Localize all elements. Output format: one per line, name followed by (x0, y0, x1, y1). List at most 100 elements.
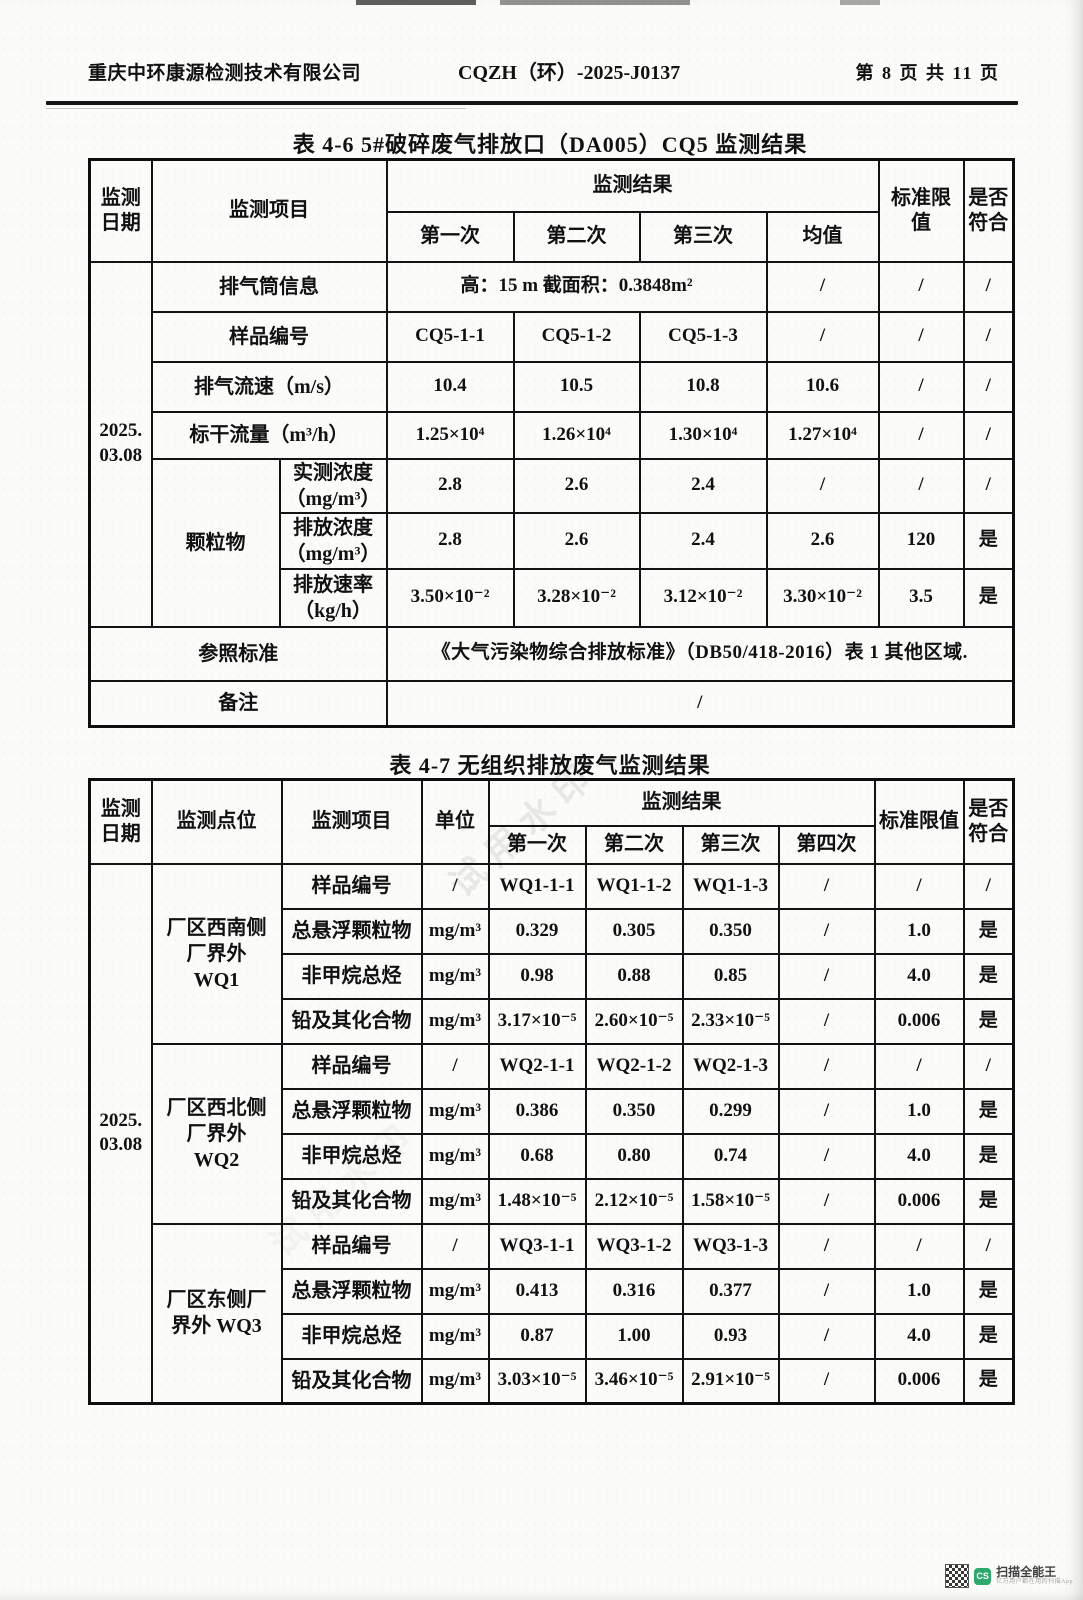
cell: 非甲烷总烃 (280, 1312, 423, 1360)
cell: 监测日期 (88, 778, 153, 865)
cell: 第一次 (385, 210, 515, 263)
point-wq1-cell: 厂区西南侧 厂界外 WQ1 (150, 862, 283, 1045)
camscanner-badge: CS 扫描全能王 亿万用户都在用的扫描App (945, 1564, 1073, 1588)
cell: WQ1-1-2 (584, 862, 684, 910)
cell: 0.316 (584, 1267, 684, 1315)
cell: 监测项目 (280, 778, 423, 865)
cell: / (962, 1222, 1015, 1270)
cell: 3.46×10⁻⁵ (584, 1357, 684, 1405)
cell: 2.8 (385, 511, 515, 570)
cell: / (765, 260, 880, 313)
cell: 是否符合 (962, 158, 1015, 263)
cell: / (777, 952, 876, 1000)
pm-group-cell: 颗粒物 (150, 457, 281, 628)
cell: 铅及其化合物 (280, 1177, 423, 1225)
header-rule-shadow (46, 108, 466, 109)
t47-wq3-lead-row: 铅及其化合物 mg/m³ 3.03×10⁻⁵ 3.46×10⁻⁵ 2.91×10… (90, 1357, 1015, 1405)
cell: 10.5 (512, 360, 641, 413)
cell: 总悬浮颗粒物 (280, 907, 423, 955)
cell: 排放浓度 （mg/m³） (278, 511, 388, 570)
cell: 0.80 (584, 1132, 684, 1180)
cell: / (777, 1132, 876, 1180)
cell: WQ2-1-2 (584, 1042, 684, 1090)
cell: 是 (962, 1267, 1015, 1315)
cell: mg/m³ (420, 1357, 490, 1405)
t46-row-flow: 标干流量（m³/h） 1.25×10⁴ 1.26×10⁴ 1.30×10⁴ 1.… (90, 410, 1015, 460)
cell: 标准限值 (877, 158, 965, 263)
t47-wq3-nmhc-row: 非甲烷总烃 mg/m³ 0.87 1.00 0.93 / 4.0 是 (90, 1312, 1015, 1360)
table-4-7: 监测日期 监测点位 监测项目 单位 监测结果 标准限值 是否符合 第一次 第二次… (88, 778, 1015, 1405)
cell: 0.68 (487, 1132, 587, 1180)
cell: 0.74 (681, 1132, 780, 1180)
cell: / (877, 410, 965, 460)
cell: 0.305 (584, 907, 684, 955)
cell: 0.377 (681, 1267, 780, 1315)
cell: 2.33×10⁻⁵ (681, 997, 780, 1045)
table-4-6-title: 表 4-6 5#破碎废气排放口（DA005）CQ5 监测结果 (292, 132, 808, 157)
camscanner-text: 扫描全能王 亿万用户都在用的扫描App (996, 1565, 1073, 1586)
cell: / (777, 907, 876, 955)
cell: 标干流量（m³/h） (150, 410, 388, 460)
cell: mg/m³ (420, 1267, 490, 1315)
cell: 是 (962, 567, 1015, 628)
cell: 监测点位 (150, 778, 283, 865)
cell: 0.350 (584, 1087, 684, 1135)
cell: / (873, 1042, 965, 1090)
cell: mg/m³ (420, 1132, 490, 1180)
cell: 第二次 (512, 210, 641, 263)
cell: 0.006 (873, 1357, 965, 1405)
cell: 是 (962, 952, 1015, 1000)
header-rule (46, 101, 1018, 105)
t46-row-pm-rate: 排放速率 （kg/h） 3.50×10⁻² 3.28×10⁻² 3.12×10⁻… (90, 567, 1015, 628)
cell: 是 (962, 907, 1015, 955)
cell: 0.413 (487, 1267, 587, 1315)
cell: WQ3-1-1 (487, 1222, 587, 1270)
t47-wq1-sample-row: 2025. 03.08 厂区西南侧 厂界外 WQ1 样品编号 / WQ1-1-1… (88, 862, 1015, 1405)
cell: 2.6 (512, 511, 641, 570)
cell: mg/m³ (420, 1177, 490, 1225)
cell: / (765, 457, 880, 514)
cell: / (873, 862, 965, 910)
cell: / (877, 457, 965, 514)
cell: 标准限值 (873, 778, 965, 865)
cell: mg/m³ (420, 1087, 490, 1135)
cell: 2.8 (385, 457, 515, 514)
cell: 0.329 (487, 907, 587, 955)
cell: / (420, 1042, 490, 1090)
cell: 2.6 (765, 511, 880, 570)
cell: 样品编号 (150, 310, 388, 363)
cell: / (777, 1357, 876, 1405)
cell: 2.4 (638, 511, 768, 570)
cell: 3.12×10⁻² (638, 567, 768, 628)
cell: 第三次 (638, 210, 768, 263)
cell: 4.0 (873, 1132, 965, 1180)
cell: 非甲烷总烃 (280, 1132, 423, 1180)
camscanner-app-name: 扫描全能王 (996, 1565, 1057, 1580)
cell: / (962, 360, 1015, 413)
cell: 铅及其化合物 (280, 1357, 423, 1405)
cell: 第一次 (487, 824, 587, 865)
cell: WQ3-1-3 (681, 1222, 780, 1270)
cell: 4.0 (873, 952, 965, 1000)
cell: 监测结果 (487, 778, 876, 827)
cell: WQ2-1-3 (681, 1042, 780, 1090)
cell: 样品编号 (280, 1042, 423, 1090)
cell: 1.0 (873, 907, 965, 955)
cell: 第三次 (681, 824, 780, 865)
cell: / (877, 360, 965, 413)
cell: 样品编号 (280, 862, 423, 910)
camscanner-icon: CS (974, 1567, 992, 1585)
cell: 1.00 (584, 1312, 684, 1360)
cell: 是 (962, 1177, 1015, 1225)
cell: 排气流速（m/s） (150, 360, 388, 413)
cell: 1.25×10⁴ (385, 410, 515, 460)
cell: 1.27×10⁴ (765, 410, 880, 460)
cell: / (777, 1222, 876, 1270)
cell: / (777, 862, 876, 910)
cell: CQ5-1-3 (638, 310, 768, 363)
cell: / (877, 310, 965, 363)
t46-row-stack-info: 2025. 03.08 排气筒信息 高：15 m 截面积：0.3848m² / … (88, 260, 1015, 628)
cell: / (777, 1087, 876, 1135)
cell: 是 (962, 1087, 1015, 1135)
t46-row-sample-id: 样品编号 CQ5-1-1 CQ5-1-2 CQ5-1-3 / / / (90, 310, 1015, 363)
